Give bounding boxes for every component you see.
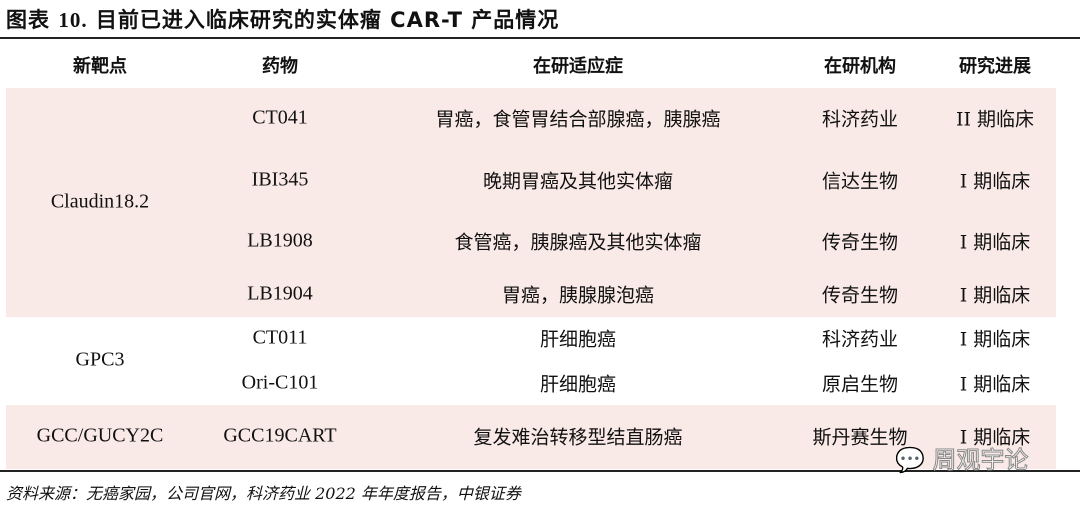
drug-cell: CT041 (252, 106, 308, 129)
drug-cell: Ori-C101 (241, 371, 319, 394)
org-cell: 信达生物 (821, 170, 899, 193)
column-header: 药物 (262, 56, 298, 77)
source-note: 资料来源：无癌家园，公司官网，科济药业 2022 年年度报告，中银证券 (6, 484, 521, 503)
title-number: 10. (58, 8, 88, 32)
bottom-rule (0, 470, 1080, 472)
stage-cell: I 期临床 (959, 231, 1031, 254)
drug-cell: IBI345 (251, 168, 309, 191)
title-prefix: 图表 (6, 8, 50, 32)
target-cell: GCC/GUCY2C (36, 424, 164, 447)
drug-cell: CT011 (252, 326, 308, 349)
org-cell: 科济药业 (821, 108, 899, 131)
indication-cell: 晚期胃癌及其他实体瘤 (482, 170, 674, 193)
column-header: 研究进展 (959, 56, 1031, 77)
stage-cell: I 期临床 (959, 426, 1031, 449)
drug-cell: LB1904 (247, 282, 313, 305)
org-cell: 传奇生物 (821, 284, 899, 307)
band-gcc (6, 405, 1056, 469)
indication-cell: 食管癌，胰腺癌及其他实体瘤 (454, 231, 702, 254)
target-cell: Claudin18.2 (50, 190, 150, 213)
target-cell: GPC3 (75, 348, 125, 371)
indication-cell: 胃癌，胰腺腺泡癌 (501, 284, 655, 307)
column-header: 在研适应症 (533, 56, 623, 77)
wechat-icon: 💬 (895, 446, 926, 475)
column-header: 在研机构 (824, 56, 896, 77)
table-title: 图表 10. 目前已进入临床研究的实体瘤 CAR-T 产品情况 (6, 4, 559, 34)
org-cell: 科济药业 (821, 328, 899, 351)
top-rule (0, 37, 1080, 39)
indication-cell: 肝细胞癌 (539, 328, 617, 351)
indication-cell: 胃癌，食管胃结合部腺癌，胰腺癌 (435, 108, 721, 131)
stage-cell: II 期临床 (955, 108, 1035, 131)
stage-cell: I 期临床 (959, 170, 1031, 193)
title-text: 目前已进入临床研究的实体瘤 CAR-T 产品情况 (95, 8, 560, 32)
org-cell: 传奇生物 (821, 231, 899, 254)
column-header: 新靶点 (73, 56, 127, 77)
stage-cell: I 期临床 (959, 373, 1031, 396)
org-cell: 原启生物 (821, 373, 899, 396)
stage-cell: I 期临床 (959, 328, 1031, 351)
indication-cell: 肝细胞癌 (539, 373, 617, 396)
indication-cell: 复发难治转移型结直肠癌 (473, 426, 683, 449)
drug-cell: GCC19CART (223, 424, 337, 447)
watermark: 💬 周观宇论 (895, 446, 1030, 475)
band-claudin (6, 88, 1056, 317)
stage-cell: I 期临床 (959, 284, 1031, 307)
org-cell: 斯丹赛生物 (812, 426, 908, 449)
drug-cell: LB1908 (247, 229, 313, 252)
